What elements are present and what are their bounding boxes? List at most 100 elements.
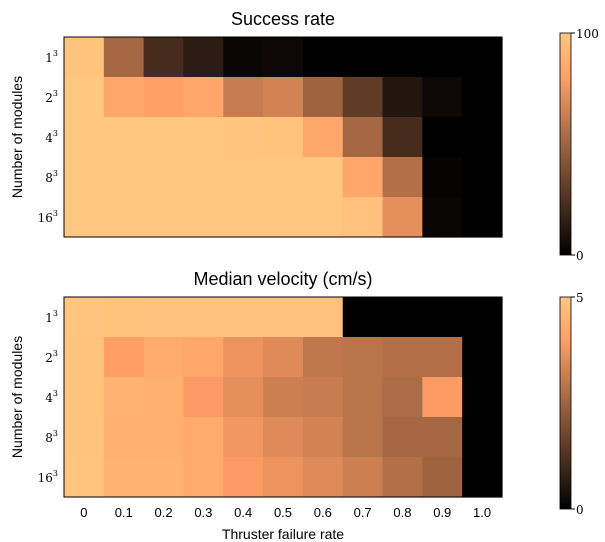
heatmap-cell	[183, 337, 224, 378]
heatmap-cell	[143, 377, 185, 418]
heatmap-cell	[302, 77, 344, 118]
heatmap-cell	[143, 297, 185, 338]
heatmap-cell	[382, 337, 423, 378]
heatmap-cell	[382, 157, 423, 198]
heatmap-cell	[462, 457, 503, 498]
colorbar-tick-label: 0	[576, 503, 584, 517]
heatmap-cell	[183, 117, 224, 158]
heatmap-cell	[462, 337, 503, 378]
heatmap-cell	[462, 417, 503, 458]
heatmap-cell	[64, 197, 105, 238]
y-tick-label: 83	[45, 429, 58, 445]
heatmap-cell	[64, 297, 105, 338]
heatmap-cell	[64, 157, 105, 198]
heatmap-cell	[422, 337, 463, 378]
heatmap-cell	[103, 37, 145, 78]
y-axis-label: Number of modules	[9, 336, 25, 458]
heatmap-cell	[263, 297, 304, 338]
heatmap-cell	[382, 417, 423, 458]
heatmap-cell	[183, 37, 224, 78]
heatmap-cell	[183, 157, 224, 198]
heatmap-cell	[382, 457, 423, 498]
x-axis-label: Thruster failure rate	[222, 526, 344, 542]
heatmap-cell	[183, 197, 224, 238]
heatmap-cell	[422, 77, 463, 118]
heatmap-cell	[263, 417, 304, 458]
heatmap-cell	[263, 157, 304, 198]
heatmap-cell	[103, 157, 145, 198]
heatmap-cell	[462, 77, 503, 118]
heatmap-cell	[462, 297, 503, 338]
y-tick-label: 83	[45, 169, 58, 185]
heatmap-cell	[64, 337, 105, 378]
heatmap-cell	[64, 457, 105, 498]
heatmap-cell	[382, 117, 423, 158]
y-tick-label: 23	[45, 349, 58, 365]
success-rate-panel: Success rate 13 23 43 83 163 Number of modules…	[9, 9, 599, 263]
heatmap-cell	[263, 377, 304, 418]
y-tick-label: 23	[45, 89, 58, 105]
x-tick-label: 0.3	[194, 505, 212, 520]
heatmap-cell	[223, 337, 264, 378]
x-tick-label: 1.0	[473, 505, 491, 520]
heatmap-cell	[103, 117, 145, 158]
heatmap-cell	[422, 377, 463, 418]
y-axis-label: Number of modules	[9, 76, 25, 198]
colorbar-tick-label: 5	[576, 291, 584, 305]
heatmap-cell	[103, 457, 145, 498]
y-tick-label: 43	[45, 389, 58, 405]
heatmap-cell	[342, 197, 384, 238]
heatmap-cell	[183, 377, 224, 418]
colorbar-tick-label: 100	[576, 27, 599, 41]
heatmap-cell	[223, 77, 264, 118]
heatmap-cell	[342, 117, 384, 158]
heatmap-cell	[342, 157, 384, 198]
heatmap-cell	[103, 297, 145, 338]
heatmap-cell	[422, 157, 463, 198]
x-tick-label: 0.7	[354, 505, 372, 520]
heatmap-cell	[223, 457, 264, 498]
heatmap-cell	[183, 77, 224, 118]
chart-title: Median velocity (cm/s)	[193, 269, 372, 289]
x-tick-label: 0.8	[393, 505, 411, 520]
heatmap-cell	[223, 417, 264, 458]
heatmap-cell	[223, 197, 264, 238]
heatmap-cell	[143, 37, 185, 78]
heatmap-cell	[302, 197, 344, 238]
heatmap-cell	[422, 297, 463, 338]
y-tick-label: 163	[38, 209, 58, 225]
heatmap-cell	[223, 37, 264, 78]
heatmap-cell	[263, 37, 304, 78]
heatmap-cell	[263, 197, 304, 238]
heatmap-cell	[143, 77, 185, 118]
heatmap-cell	[342, 417, 384, 458]
heatmap-cell	[342, 77, 384, 118]
heatmap-cell	[143, 117, 185, 158]
heatmap-cell	[103, 197, 145, 238]
heatmap-cell	[342, 297, 384, 338]
heatmap-cell	[64, 117, 105, 158]
x-tick-label: 0	[80, 505, 87, 520]
x-tick-label: 0.9	[433, 505, 451, 520]
y-tick-label: 13	[45, 49, 58, 65]
heatmap-cell	[302, 37, 344, 78]
heatmap-cell	[143, 337, 185, 378]
plot-frame	[63, 36, 503, 238]
heatmap-cell	[302, 377, 344, 418]
heatmap-cell	[103, 77, 145, 118]
heatmap-cell	[382, 197, 423, 238]
heatmap-cell	[223, 297, 264, 338]
x-tick-label: 0.4	[234, 505, 252, 520]
heatmap-cell	[302, 337, 344, 378]
heatmap-cell	[64, 377, 105, 418]
heatmap-cell	[422, 197, 463, 238]
heatmap-cell	[263, 117, 304, 158]
y-tick-label: 163	[38, 469, 58, 485]
heatmap-cell	[382, 37, 423, 78]
colorbar-tick-label: 0	[576, 249, 584, 263]
heatmap-cell	[64, 417, 105, 458]
heatmap-cell	[223, 117, 264, 158]
heatmap-cell	[342, 377, 384, 418]
heatmap-cell	[382, 77, 423, 118]
